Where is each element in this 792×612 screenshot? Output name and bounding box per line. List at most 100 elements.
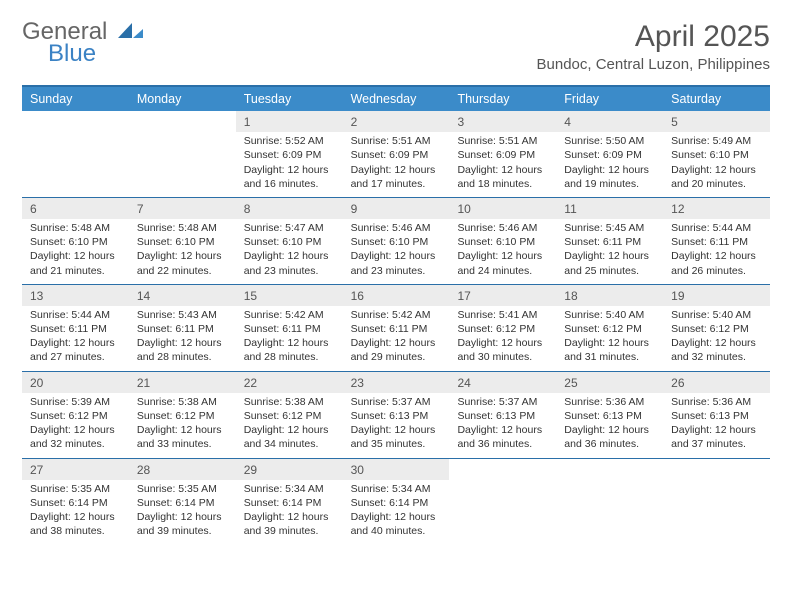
day-cell: 13Sunrise: 5:44 AMSunset: 6:11 PMDayligh…: [22, 285, 129, 371]
day-line: and 26 minutes.: [671, 264, 762, 278]
day-line: Daylight: 12 hours: [137, 336, 228, 350]
day-body: Sunrise: 5:40 AMSunset: 6:12 PMDaylight:…: [663, 306, 770, 371]
day-line: Daylight: 12 hours: [137, 249, 228, 263]
day-body: Sunrise: 5:42 AMSunset: 6:11 PMDaylight:…: [343, 306, 450, 371]
header: General Blue April 2025 Bundoc, Central …: [22, 20, 770, 73]
day-line: Sunrise: 5:45 AM: [564, 221, 655, 235]
day-cell: 15Sunrise: 5:42 AMSunset: 6:11 PMDayligh…: [236, 285, 343, 371]
day-body: Sunrise: 5:46 AMSunset: 6:10 PMDaylight:…: [449, 219, 556, 284]
day-line: Sunrise: 5:35 AM: [137, 482, 228, 496]
week-row: 27Sunrise: 5:35 AMSunset: 6:14 PMDayligh…: [22, 458, 770, 545]
day-body: Sunrise: 5:41 AMSunset: 6:12 PMDaylight:…: [449, 306, 556, 371]
day-line: and 17 minutes.: [351, 177, 442, 191]
dow-sat: Saturday: [663, 87, 770, 111]
day-number: 28: [129, 459, 236, 480]
day-body: Sunrise: 5:37 AMSunset: 6:13 PMDaylight:…: [343, 393, 450, 458]
day-line: Daylight: 12 hours: [671, 336, 762, 350]
day-number: 12: [663, 198, 770, 219]
day-line: and 23 minutes.: [351, 264, 442, 278]
day-line: Daylight: 12 hours: [30, 423, 121, 437]
day-line: Daylight: 12 hours: [244, 163, 335, 177]
day-line: Daylight: 12 hours: [244, 510, 335, 524]
day-line: Sunrise: 5:48 AM: [30, 221, 121, 235]
logo: General Blue: [22, 20, 144, 66]
day-line: and 21 minutes.: [30, 264, 121, 278]
day-line: Sunrise: 5:40 AM: [671, 308, 762, 322]
day-line: Sunrise: 5:37 AM: [351, 395, 442, 409]
day-line: Sunset: 6:09 PM: [564, 148, 655, 162]
day-body: Sunrise: 5:49 AMSunset: 6:10 PMDaylight:…: [663, 132, 770, 197]
day-line: and 36 minutes.: [457, 437, 548, 451]
weeks-container: 1Sunrise: 5:52 AMSunset: 6:09 PMDaylight…: [22, 111, 770, 544]
day-number: 25: [556, 372, 663, 393]
day-line: Daylight: 12 hours: [457, 336, 548, 350]
day-number: 26: [663, 372, 770, 393]
day-cell: 16Sunrise: 5:42 AMSunset: 6:11 PMDayligh…: [343, 285, 450, 371]
day-cell: 24Sunrise: 5:37 AMSunset: 6:13 PMDayligh…: [449, 372, 556, 458]
day-body: Sunrise: 5:35 AMSunset: 6:14 PMDaylight:…: [22, 480, 129, 545]
day-line: Sunset: 6:12 PM: [671, 322, 762, 336]
day-line: Daylight: 12 hours: [244, 249, 335, 263]
day-line: Daylight: 12 hours: [671, 423, 762, 437]
day-line: Daylight: 12 hours: [351, 423, 442, 437]
day-cell: 18Sunrise: 5:40 AMSunset: 6:12 PMDayligh…: [556, 285, 663, 371]
day-cell: 10Sunrise: 5:46 AMSunset: 6:10 PMDayligh…: [449, 198, 556, 284]
day-number: 9: [343, 198, 450, 219]
day-line: Sunset: 6:10 PM: [30, 235, 121, 249]
day-line: and 25 minutes.: [564, 264, 655, 278]
day-line: Daylight: 12 hours: [351, 510, 442, 524]
day-line: Sunrise: 5:35 AM: [30, 482, 121, 496]
day-line: Sunrise: 5:34 AM: [351, 482, 442, 496]
day-line: Daylight: 12 hours: [30, 336, 121, 350]
day-body: Sunrise: 5:38 AMSunset: 6:12 PMDaylight:…: [129, 393, 236, 458]
day-line: Sunrise: 5:40 AM: [564, 308, 655, 322]
day-number: 19: [663, 285, 770, 306]
day-line: and 33 minutes.: [137, 437, 228, 451]
day-line: Sunrise: 5:39 AM: [30, 395, 121, 409]
day-line: Sunset: 6:10 PM: [244, 235, 335, 249]
day-number: 16: [343, 285, 450, 306]
day-line: Sunrise: 5:38 AM: [244, 395, 335, 409]
day-cell: 3Sunrise: 5:51 AMSunset: 6:09 PMDaylight…: [449, 111, 556, 197]
day-cell: 20Sunrise: 5:39 AMSunset: 6:12 PMDayligh…: [22, 372, 129, 458]
day-cell: 21Sunrise: 5:38 AMSunset: 6:12 PMDayligh…: [129, 372, 236, 458]
day-cell: 2Sunrise: 5:51 AMSunset: 6:09 PMDaylight…: [343, 111, 450, 197]
day-body: Sunrise: 5:52 AMSunset: 6:09 PMDaylight:…: [236, 132, 343, 197]
day-line: Sunset: 6:11 PM: [244, 322, 335, 336]
day-line: and 32 minutes.: [671, 350, 762, 364]
day-line: and 27 minutes.: [30, 350, 121, 364]
day-line: Daylight: 12 hours: [564, 336, 655, 350]
day-number: 27: [22, 459, 129, 480]
day-line: Sunset: 6:13 PM: [457, 409, 548, 423]
day-number: 11: [556, 198, 663, 219]
day-body: Sunrise: 5:51 AMSunset: 6:09 PMDaylight:…: [343, 132, 450, 197]
day-cell: 9Sunrise: 5:46 AMSunset: 6:10 PMDaylight…: [343, 198, 450, 284]
day-line: Sunrise: 5:42 AM: [244, 308, 335, 322]
day-line: and 38 minutes.: [30, 524, 121, 538]
day-body: Sunrise: 5:34 AMSunset: 6:14 PMDaylight:…: [343, 480, 450, 545]
day-line: Sunrise: 5:41 AM: [457, 308, 548, 322]
day-line: Sunset: 6:09 PM: [351, 148, 442, 162]
day-line: and 29 minutes.: [351, 350, 442, 364]
day-body: Sunrise: 5:44 AMSunset: 6:11 PMDaylight:…: [663, 219, 770, 284]
day-number: 14: [129, 285, 236, 306]
day-line: and 40 minutes.: [351, 524, 442, 538]
day-line: Sunrise: 5:44 AM: [671, 221, 762, 235]
week-row: 1Sunrise: 5:52 AMSunset: 6:09 PMDaylight…: [22, 111, 770, 197]
day-body: Sunrise: 5:37 AMSunset: 6:13 PMDaylight:…: [449, 393, 556, 458]
day-line: Sunset: 6:09 PM: [457, 148, 548, 162]
day-number: 20: [22, 372, 129, 393]
day-body: Sunrise: 5:51 AMSunset: 6:09 PMDaylight:…: [449, 132, 556, 197]
day-line: Sunrise: 5:52 AM: [244, 134, 335, 148]
day-number: 5: [663, 111, 770, 132]
day-body: Sunrise: 5:36 AMSunset: 6:13 PMDaylight:…: [556, 393, 663, 458]
day-line: Sunset: 6:10 PM: [457, 235, 548, 249]
day-body: Sunrise: 5:43 AMSunset: 6:11 PMDaylight:…: [129, 306, 236, 371]
day-line: Sunset: 6:14 PM: [30, 496, 121, 510]
day-body: Sunrise: 5:34 AMSunset: 6:14 PMDaylight:…: [236, 480, 343, 545]
day-number: 24: [449, 372, 556, 393]
day-cell: 27Sunrise: 5:35 AMSunset: 6:14 PMDayligh…: [22, 459, 129, 545]
day-cell: 1Sunrise: 5:52 AMSunset: 6:09 PMDaylight…: [236, 111, 343, 197]
day-line: Sunrise: 5:50 AM: [564, 134, 655, 148]
day-line: Sunset: 6:11 PM: [671, 235, 762, 249]
